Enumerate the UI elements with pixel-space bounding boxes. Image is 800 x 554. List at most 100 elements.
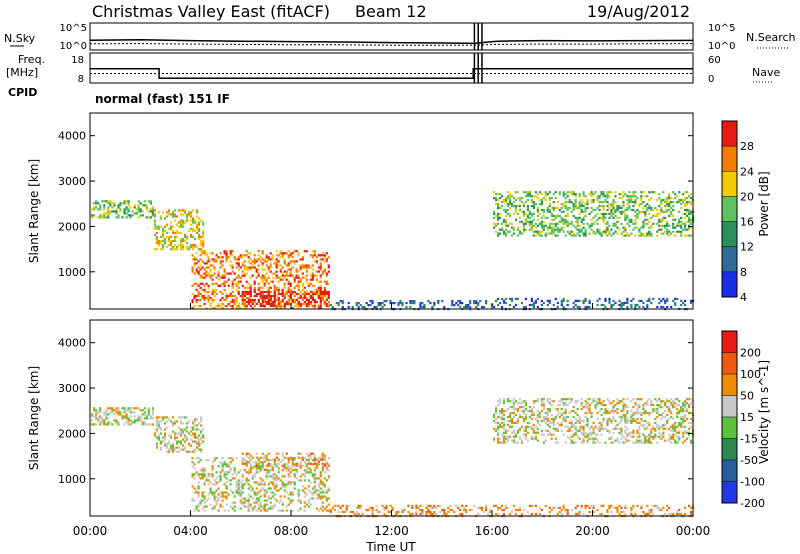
heatmap-cell [612, 400, 615, 403]
heatmap-cell [297, 284, 300, 287]
heatmap-cell [237, 282, 240, 285]
heatmap-cell [504, 437, 508, 440]
heatmap-cell [295, 274, 298, 277]
heatmap-cell [213, 459, 216, 462]
heatmap-cell [437, 302, 440, 305]
heatmap-cell [556, 404, 559, 407]
heatmap-cell [620, 210, 623, 213]
heatmap-cell [285, 302, 288, 305]
heatmap-cell [514, 433, 518, 436]
heatmap-cell [586, 439, 589, 442]
heatmap-cell [139, 409, 142, 412]
heatmap-cell [315, 464, 318, 467]
heatmap-cell [287, 256, 290, 259]
heatmap-cell [319, 481, 322, 484]
heatmap-cell [576, 419, 579, 422]
heatmap-cell [431, 306, 434, 309]
heatmap-cell [534, 191, 537, 194]
heatmap-cell [345, 504, 348, 507]
heatmap-cell [560, 429, 563, 432]
heatmap-cell [151, 411, 154, 414]
heatmap-cell [175, 248, 179, 251]
heatmap-cell [676, 201, 679, 204]
heatmap-cell [566, 508, 569, 512]
heatmap-cell [690, 203, 693, 206]
colorbar-segment [722, 246, 737, 273]
heatmap-cell [568, 411, 571, 415]
heatmap-cell [145, 417, 148, 420]
heatmap-cell [211, 258, 214, 261]
heatmap-cell [590, 193, 593, 196]
heatmap-cell [552, 206, 555, 210]
heatmap-cell [223, 252, 226, 255]
heatmap-cell [682, 402, 685, 405]
heatmap-cell [219, 252, 222, 255]
heatmap-cell [297, 280, 300, 283]
heatmap-cell [253, 475, 256, 478]
heatmap-cell [283, 304, 286, 307]
heatmap-cell [249, 454, 252, 457]
heatmap-cell [179, 420, 183, 423]
heatmap-cell [656, 400, 659, 403]
heatmap-cell [592, 216, 595, 219]
heatmap-cell [552, 506, 555, 509]
heatmap-cell [271, 276, 274, 279]
heatmap-cell [203, 509, 206, 512]
heatmap-cell [129, 415, 132, 418]
heatmap-cell [247, 286, 250, 289]
heatmap-cell [321, 501, 324, 504]
heatmap-cell [419, 304, 422, 307]
heatmap-cell [650, 435, 653, 438]
heatmap-cell [259, 290, 262, 294]
heatmap-cell [610, 208, 613, 212]
heatmap-cell [560, 220, 563, 223]
heatmap-cell [295, 260, 298, 263]
heatmap-cell [662, 425, 665, 428]
heatmap-cell [279, 499, 282, 502]
heatmap-cell [501, 504, 504, 507]
heatmap-cell [155, 239, 158, 243]
heatmap-cell [624, 421, 627, 424]
heatmap-cell [546, 433, 549, 436]
heatmap-cell [299, 452, 302, 455]
heatmap-cell [267, 459, 270, 462]
heatmap-cell [281, 501, 284, 504]
heatmap-cell [267, 276, 270, 279]
heatmap-cell [682, 421, 685, 424]
heatmap-cell [638, 299, 641, 302]
heatmap-cell [530, 411, 533, 415]
heatmap-cell [223, 298, 226, 302]
heatmap-cell [245, 290, 248, 294]
heatmap-cell [522, 429, 525, 432]
heatmap-cell [566, 224, 569, 227]
heatmap-cell [516, 441, 520, 444]
heatmap-cell [277, 462, 280, 465]
heatmap-cell [544, 439, 547, 442]
heatmap-cell [606, 195, 609, 198]
heatmap-cell [682, 441, 685, 444]
heatmap-cell [95, 413, 98, 416]
heatmap-cell [335, 302, 338, 305]
heatmap-cell [622, 201, 625, 204]
heatmap-cell [202, 229, 205, 232]
heatmap-cell [676, 297, 679, 300]
heatmap-cell [123, 417, 126, 420]
heatmap-cell [512, 398, 516, 401]
heatmap-cell [528, 212, 531, 215]
heatmap-cell [289, 493, 292, 496]
heatmap-cell [638, 435, 641, 438]
heatmap-cell [588, 427, 591, 430]
heatmap-cell [574, 299, 577, 302]
heatmap-cell [211, 461, 214, 464]
heatmap-cell [514, 400, 518, 403]
heatmap-cell [255, 466, 258, 469]
heatmap-cell [504, 222, 508, 225]
heatmap-cell [497, 427, 500, 430]
heatmap-cell [199, 274, 202, 277]
heatmap-cell [201, 477, 204, 480]
heatmap-cell [584, 504, 587, 507]
heatmap-cell [243, 292, 246, 295]
heatmap-cell [542, 224, 545, 227]
heatmap-cell [574, 193, 577, 196]
heatmap-cell [192, 227, 195, 230]
